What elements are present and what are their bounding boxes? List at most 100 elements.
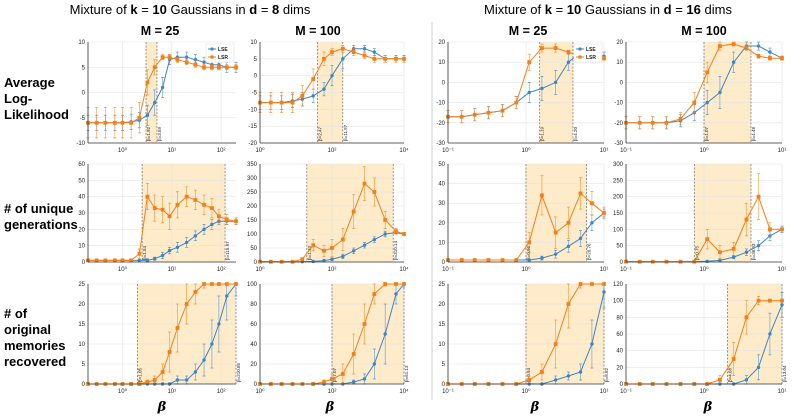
data-point xyxy=(184,55,189,59)
panel-ll-d8-m100: -20 -15 -10 -5 0 5 10 10⁰ 10² 10⁴ β=2.47 β=11.97 xyxy=(248,40,409,154)
data-point xyxy=(145,194,150,199)
data-point xyxy=(234,65,238,70)
threshold-label: β=1.07 xyxy=(704,127,709,141)
data-point xyxy=(322,380,326,384)
y-tick-label: 20 xyxy=(438,302,445,308)
row-label-unique-generations: # of unique generations xyxy=(4,201,78,232)
series-lsr xyxy=(86,183,238,263)
y-tick-label: -5 xyxy=(252,91,258,97)
column-header-1: M = 25 xyxy=(141,24,180,38)
data-point xyxy=(744,46,749,50)
data-point xyxy=(210,282,214,286)
data-point xyxy=(330,73,334,78)
data-point xyxy=(756,298,761,303)
y-tick-label: 300 xyxy=(613,162,624,168)
panel-rec-d8-m25: 0 5 10 15 20 25 10⁰ 10¹ 10² β=1.05 β=210.85 xyxy=(78,282,241,395)
data-point xyxy=(112,258,117,263)
data-point xyxy=(145,258,150,263)
y-tick-label: -20 xyxy=(248,141,257,147)
data-point xyxy=(566,244,571,249)
y-tick-label: 40 xyxy=(438,182,445,188)
y-tick-label: 10 xyxy=(438,240,445,246)
x-tick-label: 10¹ xyxy=(778,389,787,395)
data-point xyxy=(472,258,477,262)
data-point xyxy=(486,258,491,262)
data-point xyxy=(210,222,214,227)
data-point xyxy=(372,237,377,242)
y-tick-label: 10 xyxy=(78,342,85,348)
data-point xyxy=(756,44,761,48)
data-point xyxy=(175,326,180,330)
x-tick-label: 10⁰ xyxy=(521,266,531,273)
data-point xyxy=(590,221,594,225)
threshold-band xyxy=(539,42,573,143)
data-point xyxy=(112,120,117,125)
data-point xyxy=(566,60,571,64)
x-tick-label: 10⁴ xyxy=(399,147,409,154)
x-tick-label: 10⁰ xyxy=(699,266,709,273)
y-tick-label: 0 xyxy=(620,260,624,266)
data-point xyxy=(731,42,736,46)
y-tick-label: -20 xyxy=(436,121,445,127)
legend: LSE LSR xyxy=(573,43,603,63)
data-point xyxy=(152,65,157,70)
y-tick-label: 60 xyxy=(616,332,623,338)
y-tick-label: 50 xyxy=(250,246,257,252)
data-point xyxy=(152,378,157,382)
data-point xyxy=(216,214,221,219)
x-tick-label: 10⁰ xyxy=(255,147,265,154)
y-tick-label: -30 xyxy=(436,141,445,147)
data-point xyxy=(341,57,345,61)
threshold-label: β=13.04 xyxy=(782,365,787,382)
x-axis-label-1: β xyxy=(157,400,167,415)
data-point xyxy=(193,57,198,62)
y-tick-label: 0 xyxy=(82,382,86,388)
data-point xyxy=(193,198,198,202)
data-point xyxy=(362,322,367,326)
data-point xyxy=(718,44,722,48)
y-tick-label: 40 xyxy=(78,195,85,201)
data-point xyxy=(590,282,594,286)
data-point xyxy=(175,57,180,62)
y-tick-label: 60 xyxy=(250,322,257,328)
data-point xyxy=(692,100,697,105)
data-point xyxy=(341,254,345,259)
threshold-label: β=11.97 xyxy=(343,124,348,141)
data-point xyxy=(137,251,142,256)
x-tick-label: 10⁻¹ xyxy=(442,389,454,395)
data-point xyxy=(602,56,606,61)
data-point xyxy=(780,56,784,61)
data-point xyxy=(160,85,165,90)
data-point xyxy=(578,282,583,286)
x-tick-label: 10² xyxy=(328,148,337,154)
threshold-label: β=210.85 xyxy=(236,363,241,382)
data-point xyxy=(153,100,157,105)
threshold-band xyxy=(704,42,751,143)
y-tick-label: 0 xyxy=(442,80,446,86)
data-point xyxy=(459,258,464,262)
panel-uniq-d16-m100: 0 50 100 150 200 250 300 10⁻¹ 10⁰ 10¹ β=0.75 β=36.9… xyxy=(613,162,786,273)
data-point xyxy=(120,258,125,263)
data-point xyxy=(145,113,150,117)
data-point xyxy=(193,290,198,294)
data-point xyxy=(103,258,108,263)
right-group-title: Mixture of k = 10 Gaussians in d = 16 di… xyxy=(484,2,732,17)
data-point xyxy=(152,206,157,210)
y-tick-label: -5 xyxy=(80,116,86,122)
data-point xyxy=(311,243,316,248)
y-tick-label: 5 xyxy=(82,362,86,368)
x-tick-label: 10¹ xyxy=(167,389,176,395)
data-point xyxy=(210,342,214,346)
y-tick-label: 10 xyxy=(438,342,445,348)
data-point xyxy=(768,50,772,54)
data-point xyxy=(394,229,398,234)
data-point xyxy=(137,115,142,120)
data-point xyxy=(145,80,150,85)
data-point xyxy=(590,342,594,346)
threshold-label: β=310.14 xyxy=(393,241,398,260)
y-tick-label: 0 xyxy=(620,382,624,388)
panel-uniq-d8-m100: 0 50 100 150 200 250 300 350 10⁰ 10² 10⁴ β=1.93 β=31… xyxy=(247,162,409,273)
y-tick-label: 0 xyxy=(82,260,86,266)
y-tick-label: 250 xyxy=(247,190,258,196)
data-point xyxy=(216,65,221,70)
